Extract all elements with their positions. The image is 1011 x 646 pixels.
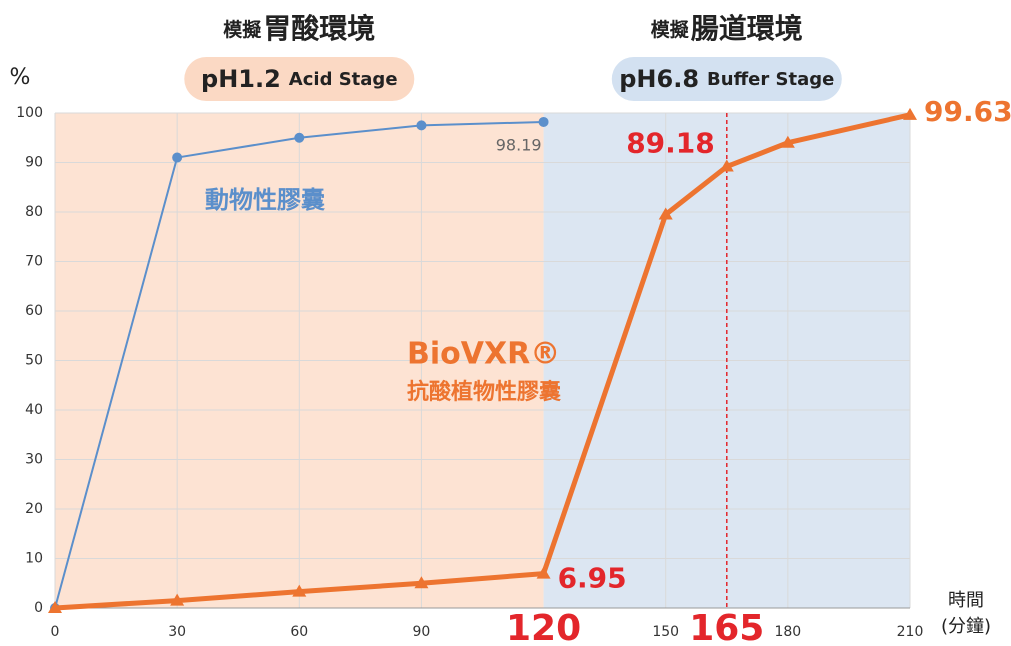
badge-sub: Acid Stage	[289, 69, 398, 90]
x-tick-label: 150	[652, 624, 679, 640]
y-tick-label: 40	[25, 402, 43, 418]
badge-main: pH6.8	[619, 65, 699, 93]
point-marker	[292, 584, 307, 597]
x-tick-label: 60	[290, 624, 308, 640]
point-marker	[294, 132, 305, 143]
y-tick-label: 20	[25, 501, 43, 517]
y-tick-label: 70	[25, 254, 43, 270]
stage-prefix: 模擬	[223, 18, 262, 41]
x-axis-unit: (分鐘)	[941, 616, 991, 637]
point-marker	[414, 576, 429, 589]
stage-prefix: 模擬	[651, 18, 690, 41]
y-tick-label: 0	[34, 600, 43, 616]
series-subtitle: 抗酸植物性膠囊	[407, 379, 561, 405]
point-marker	[903, 107, 917, 120]
point-marker	[536, 566, 551, 579]
x-tick-label-highlight: 120	[506, 608, 581, 646]
data-label: 89.18	[626, 127, 715, 160]
x-tick-label: 210	[897, 624, 924, 640]
series-name: 動物性膠囊	[205, 186, 325, 214]
y-axis-label: %	[10, 65, 31, 90]
stage-badge	[184, 57, 415, 101]
point-marker	[780, 135, 795, 148]
point-marker	[719, 159, 734, 172]
stage-title: 模擬腸道環境	[651, 12, 803, 45]
badge-main: pH1.2	[201, 65, 281, 93]
y-tick-label: 30	[25, 452, 43, 468]
x-tick-label: 0	[51, 624, 60, 640]
y-tick-label: 60	[25, 303, 43, 319]
y-tick-label: 10	[25, 551, 43, 567]
x-tick-label: 90	[413, 624, 431, 640]
y-tick-label: 50	[25, 353, 43, 369]
point-marker	[416, 120, 427, 131]
data-label: 99.63	[924, 95, 1011, 128]
stage-title: 模擬胃酸環境	[223, 12, 375, 45]
stage-badge	[611, 57, 842, 101]
badge-sub: Buffer Stage	[707, 69, 834, 90]
stage-badge-text: pH6.8 Buffer Stage	[619, 65, 834, 93]
stage-name: 腸道環境	[691, 12, 803, 45]
point-marker	[172, 152, 183, 163]
y-tick-label: 100	[16, 105, 43, 121]
series-name: BioVXR®	[407, 337, 560, 372]
x-axis-label: 時間	[948, 590, 984, 611]
point-marker	[170, 593, 185, 606]
y-tick-label: 80	[25, 204, 43, 220]
data-label: 98.19	[496, 135, 542, 154]
data-label: 6.95	[558, 562, 627, 595]
x-tick-label: 30	[168, 624, 186, 640]
point-marker	[658, 207, 673, 220]
x-tick-label-highlight: 165	[689, 608, 764, 646]
stage-badge-text: pH1.2 Acid Stage	[201, 65, 398, 93]
point-marker	[48, 601, 62, 613]
y-tick-label: 90	[25, 155, 43, 171]
stage-name: 胃酸環境	[263, 12, 375, 45]
point-marker	[538, 116, 549, 127]
x-tick-label: 180	[774, 624, 801, 640]
